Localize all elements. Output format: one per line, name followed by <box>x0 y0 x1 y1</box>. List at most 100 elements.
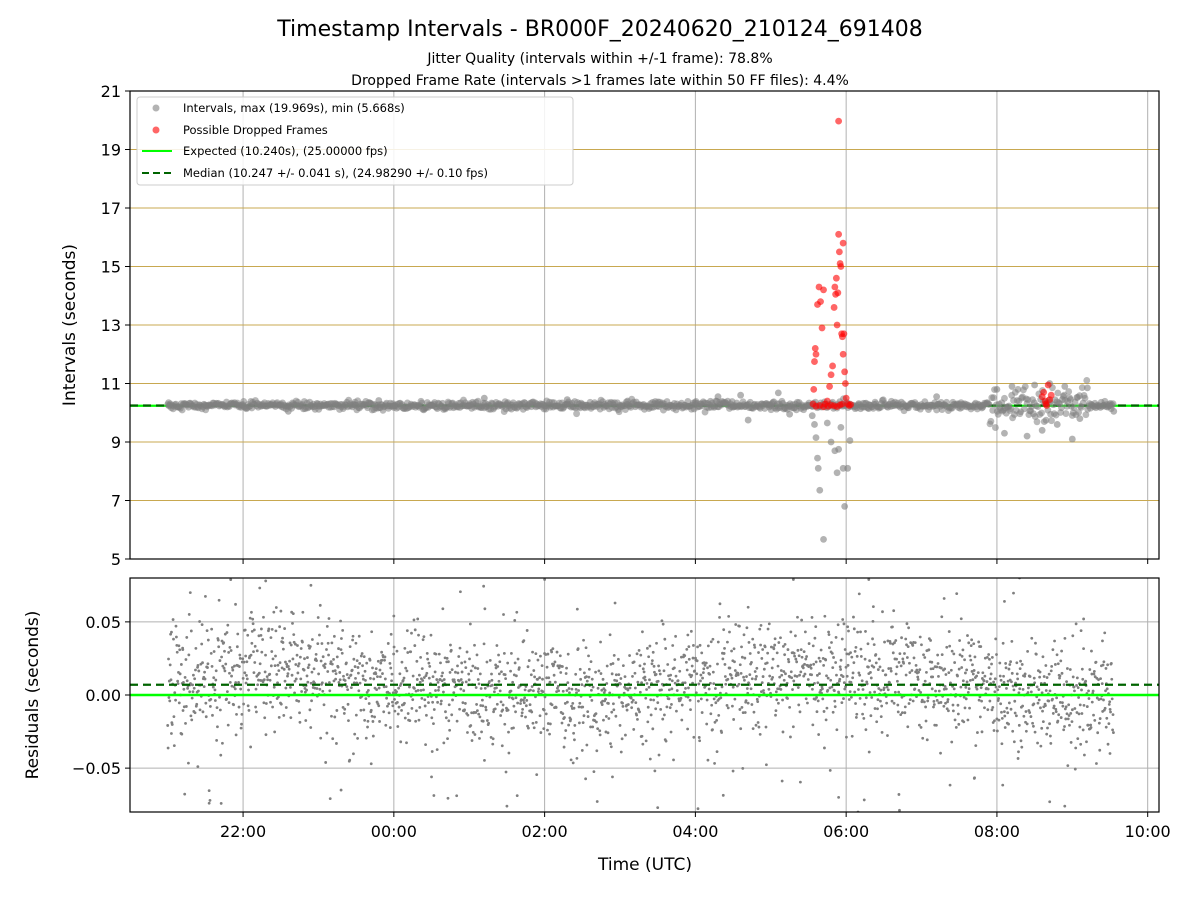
residual-point <box>923 656 927 659</box>
residual-point <box>767 622 771 626</box>
residual-point <box>612 702 615 706</box>
residual-point <box>925 670 928 674</box>
residual-point <box>277 715 281 719</box>
residual-point <box>1087 689 1090 693</box>
residual-point <box>1018 667 1022 671</box>
residual-point <box>935 665 939 669</box>
residual-point <box>911 644 915 647</box>
residual-point <box>819 648 823 652</box>
residual-point <box>398 672 402 676</box>
residual-point <box>1104 667 1108 670</box>
residual-point <box>633 686 637 690</box>
residual-point <box>291 612 295 616</box>
residual-point <box>504 677 508 681</box>
residual-point <box>701 671 705 675</box>
residual-point <box>391 691 395 695</box>
residual-point <box>990 708 994 712</box>
residual-point <box>810 616 814 619</box>
intervals-points <box>164 117 1118 543</box>
interval-point <box>201 402 209 409</box>
residual-point <box>194 668 197 672</box>
residual-point <box>444 710 447 714</box>
residual-point <box>845 735 848 739</box>
residual-point <box>699 697 703 701</box>
residual-point <box>905 656 909 659</box>
interval-point <box>812 434 820 442</box>
residual-point <box>280 666 284 670</box>
residual-point <box>445 656 449 660</box>
residual-point <box>326 641 330 645</box>
residual-point <box>432 722 435 726</box>
residual-point <box>495 644 499 647</box>
residual-point <box>815 710 819 714</box>
residual-point <box>1065 712 1069 716</box>
residual-point <box>273 664 277 668</box>
residual-point <box>204 594 207 598</box>
residual-point <box>343 707 347 711</box>
residual-point <box>796 648 800 652</box>
residual-point <box>818 672 821 676</box>
residual-point <box>174 635 178 639</box>
residual-point <box>240 712 244 716</box>
residual-point <box>282 714 286 717</box>
residual-point <box>646 646 649 650</box>
residual-point <box>423 698 427 702</box>
residual-point <box>857 688 860 691</box>
residual-point <box>452 691 456 695</box>
interval-point <box>1001 429 1008 437</box>
residual-point <box>955 592 959 596</box>
residual-point <box>799 648 803 651</box>
residual-point <box>596 686 600 690</box>
residual-point <box>437 652 441 656</box>
residual-point <box>673 658 677 662</box>
residual-point <box>813 636 817 640</box>
residual-point <box>313 686 317 690</box>
residual-point <box>437 688 440 692</box>
residual-point <box>449 648 453 652</box>
residual-point <box>586 710 590 714</box>
residual-point <box>354 713 358 717</box>
residual-point <box>366 689 370 692</box>
residual-point <box>900 636 903 640</box>
legend: Intervals, max (19.969s), min (5.668s) P… <box>136 96 574 186</box>
residual-point <box>958 639 962 642</box>
residual-point <box>483 686 487 690</box>
residual-point <box>598 733 602 737</box>
residual-point <box>725 704 729 707</box>
interval-point <box>1020 405 1028 413</box>
residual-point <box>708 664 712 668</box>
residual-point <box>635 713 639 717</box>
residual-point <box>512 726 515 730</box>
residual-point <box>335 742 338 745</box>
residual-point <box>932 699 936 703</box>
residual-point <box>619 677 623 680</box>
residual-point <box>966 691 970 694</box>
residual-point <box>999 678 1003 682</box>
residual-point <box>940 615 944 619</box>
residual-point <box>1044 664 1048 667</box>
residual-point <box>395 649 399 653</box>
residual-point <box>803 662 806 666</box>
residual-point <box>592 770 596 774</box>
interval-point <box>820 536 827 543</box>
residual-point <box>375 688 379 692</box>
residual-point <box>471 730 475 734</box>
residual-point <box>686 633 690 637</box>
residual-point <box>863 657 867 661</box>
interval-point <box>375 397 383 404</box>
interval-point <box>1083 376 1091 384</box>
interval-point <box>729 402 737 409</box>
residual-point <box>633 671 637 675</box>
legend-label-dropped: Possible Dropped Frames <box>183 123 328 137</box>
residual-point <box>853 690 857 694</box>
x-tick-label: 04:00 <box>672 822 718 841</box>
dropped-frame-point <box>820 286 827 294</box>
residual-point <box>171 618 175 621</box>
residual-point <box>243 671 247 675</box>
residual-point <box>222 641 226 645</box>
residual-point <box>632 728 636 731</box>
residual-point <box>377 686 381 690</box>
residual-point <box>221 664 225 668</box>
dropped-frame-point <box>829 362 836 370</box>
